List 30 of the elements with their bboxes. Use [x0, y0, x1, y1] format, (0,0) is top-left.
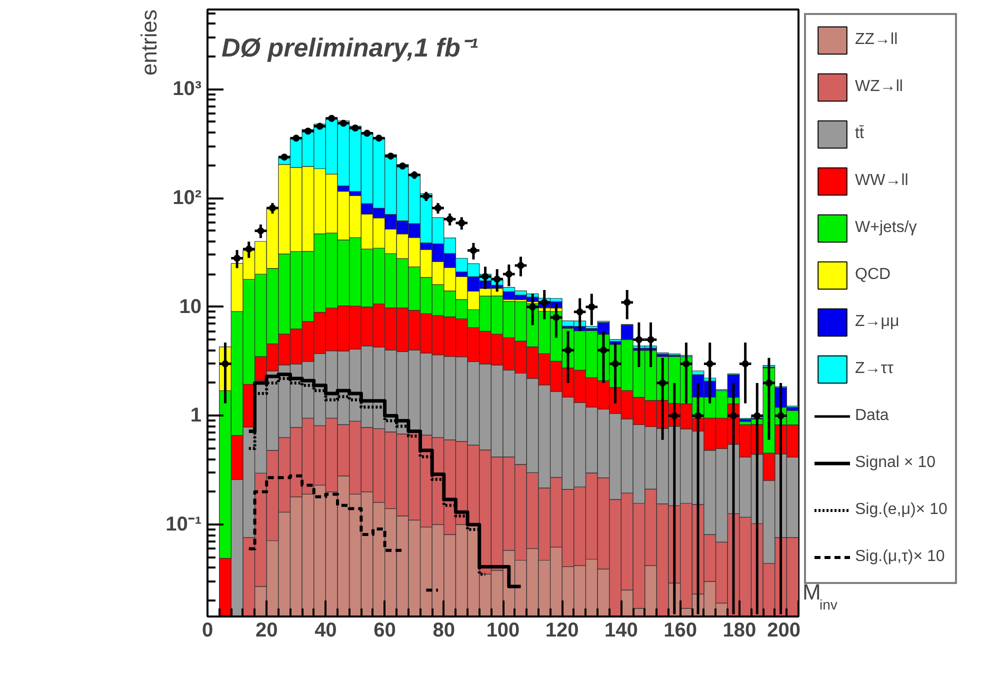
legend-label: Signal × 10	[855, 453, 936, 473]
x-tick-label: 140	[604, 620, 638, 642]
legend-label: Z→μμ	[855, 312, 900, 332]
legend-label: W+jets/γ	[855, 218, 917, 238]
legend-label: Data	[855, 406, 889, 426]
x-tick-label: 200	[767, 620, 801, 642]
y-tick-label: 10³	[172, 78, 202, 100]
x-tick-label: 100	[486, 620, 520, 642]
legend-label: Sig.(μ,τ)× 10	[855, 547, 945, 567]
y-axis-title: entries	[136, 9, 162, 76]
x-tick-label: 80	[432, 620, 456, 642]
x-tick-label: 60	[374, 620, 396, 642]
x-tick-label: 0	[202, 620, 214, 642]
y-tick-label: 10⁻¹	[166, 514, 202, 536]
legend-label: WW→ll	[855, 171, 908, 191]
text: DØ preliminary,1 fb⁻¹	[222, 32, 478, 62]
legend-label: Z→ττ	[855, 359, 894, 379]
x-tick-label: 40	[314, 620, 337, 642]
y-tick-label: 10²	[172, 187, 202, 210]
legend-label: QCD	[855, 265, 891, 285]
x-tick-label: 180	[722, 620, 756, 642]
legend-label: ZZ→ll	[855, 30, 898, 50]
x-tick-label: 120	[545, 620, 579, 642]
legend-label: Sig.(e,μ)× 10	[855, 500, 948, 520]
y-tick-label: 1	[190, 404, 202, 427]
x-tick-label: 160	[664, 620, 697, 642]
x-tick-label: 20	[255, 620, 278, 642]
legend-label: WZ→ll	[855, 77, 903, 97]
legend-label: tt̄	[855, 124, 865, 144]
y-tick-label: 10	[179, 296, 202, 318]
